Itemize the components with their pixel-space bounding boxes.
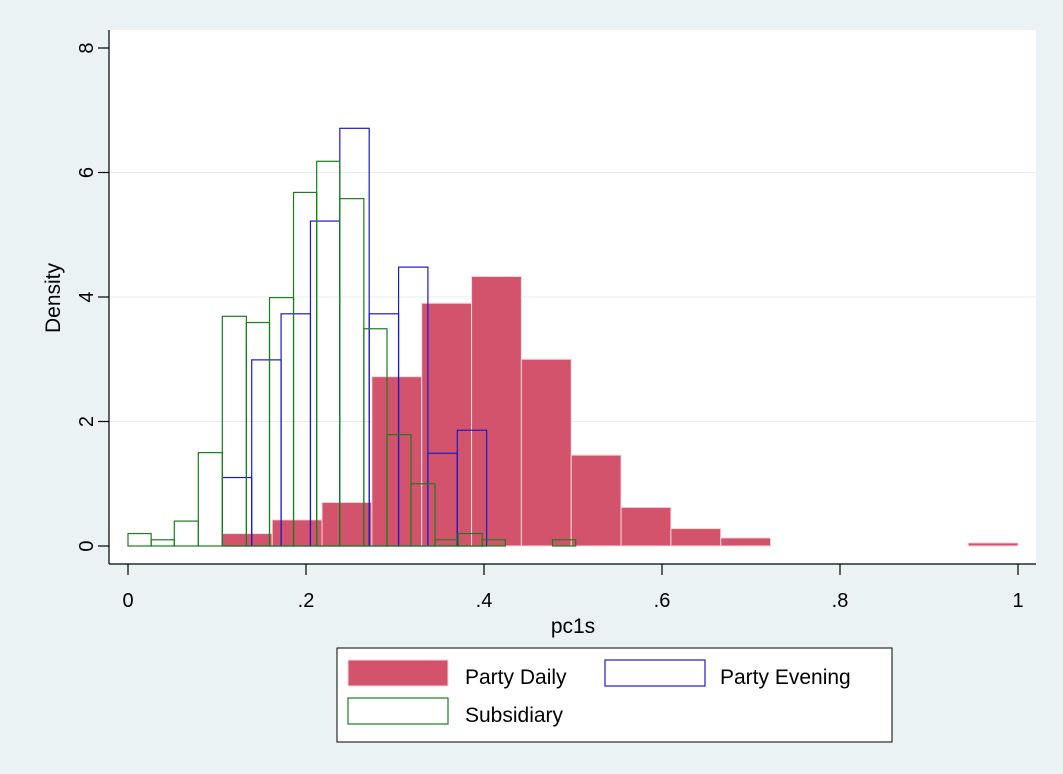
histogram-bars bbox=[127, 127, 1019, 547]
y-axis-title: Density bbox=[42, 262, 65, 333]
x-axis-title: pc1s bbox=[551, 615, 595, 638]
bar-subsidiary bbox=[481, 539, 506, 547]
bar-party-daily bbox=[967, 542, 1019, 547]
bar-party-daily bbox=[570, 454, 622, 547]
series-party-daily bbox=[221, 275, 1019, 547]
bar-subsidiary bbox=[410, 483, 436, 547]
legend-swatch-subsidiary bbox=[347, 697, 449, 725]
legend-swatch-party-daily bbox=[347, 659, 449, 687]
y-tick-label: 2 bbox=[76, 416, 98, 427]
bar-party-daily bbox=[720, 537, 772, 547]
y-tick-label: 4 bbox=[76, 291, 98, 302]
bar-party-daily bbox=[670, 528, 722, 547]
legend-label-party-daily: Party Daily bbox=[465, 666, 567, 689]
x-tick-label: .8 bbox=[832, 590, 849, 612]
x-tick-label: 1 bbox=[1012, 590, 1023, 612]
bar-party-daily bbox=[371, 376, 423, 547]
bar-party-daily bbox=[421, 302, 473, 547]
y-tick-label: 6 bbox=[76, 167, 98, 178]
bar-party-daily bbox=[471, 275, 522, 547]
bar-subsidiary bbox=[551, 539, 577, 547]
y-tick-label: 8 bbox=[76, 42, 98, 53]
gridlines bbox=[109, 172, 1036, 422]
legend-label-party-evening: Party Evening bbox=[720, 666, 851, 689]
bar-party-daily bbox=[221, 533, 273, 547]
legend-label-subsidiary: Subsidiary bbox=[465, 704, 564, 727]
x-tick-label: .4 bbox=[476, 590, 493, 612]
y-tick-label: 0 bbox=[76, 540, 98, 551]
legend: Party Daily Party Evening Subsidiary bbox=[336, 647, 893, 743]
bar-party-daily bbox=[520, 358, 572, 547]
x-tick-label: .2 bbox=[298, 590, 315, 612]
x-tick-label: 0 bbox=[122, 590, 133, 612]
legend-swatch-party-evening bbox=[604, 659, 706, 687]
bar-party-daily bbox=[271, 519, 323, 547]
series-subsidiary bbox=[127, 160, 577, 547]
bar-party-daily bbox=[620, 506, 672, 547]
axis-ticks: 0 2 4 6 8 0 .2 .4 .6 .8 1 bbox=[76, 42, 1024, 612]
x-tick-label: .6 bbox=[654, 590, 671, 612]
